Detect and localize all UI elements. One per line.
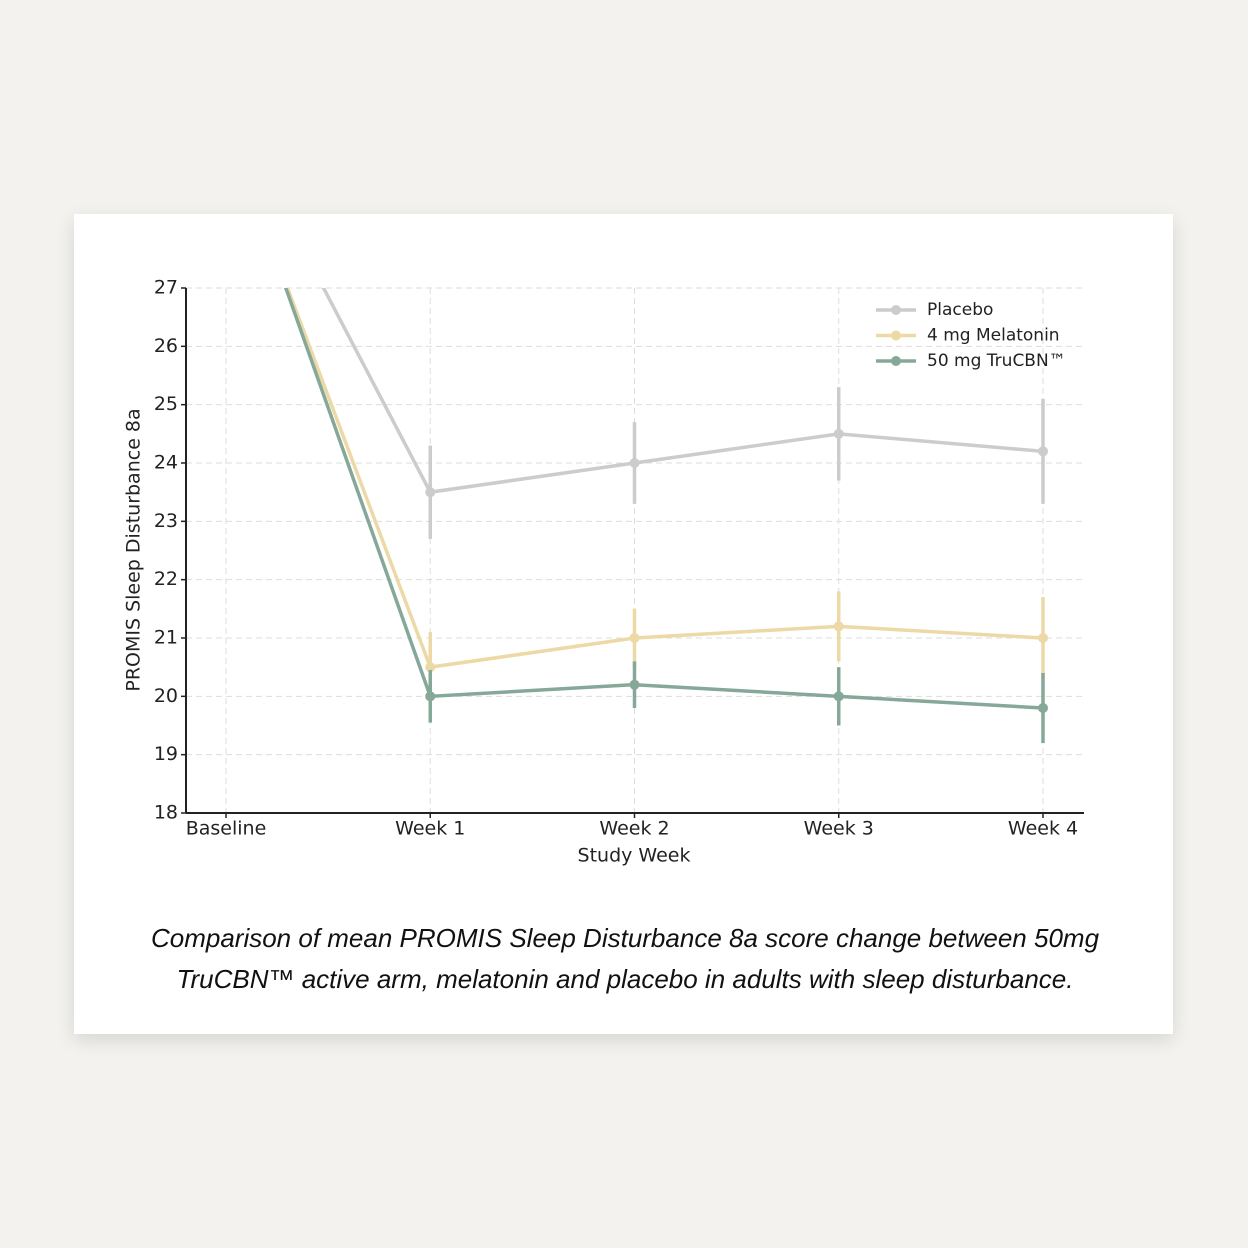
y-tick-label: 25 — [154, 393, 178, 415]
y-tick-label: 22 — [154, 568, 178, 590]
x-tick-label: Week 1 — [395, 818, 465, 840]
legend-marker — [891, 356, 901, 366]
card — [74, 214, 1173, 1034]
y-tick-label: 27 — [154, 277, 178, 299]
point — [833, 621, 844, 632]
y-tick-label: 19 — [154, 743, 178, 765]
point — [833, 691, 844, 702]
point — [221, 96, 231, 106]
legend-label: 50 mg TruCBN™ — [927, 351, 1066, 371]
point — [425, 662, 436, 673]
point — [1038, 446, 1048, 457]
y-tick-label: 20 — [154, 685, 178, 707]
point — [629, 633, 640, 643]
point — [629, 679, 640, 690]
x-tick-label: Week 2 — [599, 818, 669, 840]
y-tick-label: 18 — [154, 802, 178, 824]
legend-marker — [891, 330, 901, 341]
y-axis-label: PROMIS Sleep Disturbance 8a — [123, 408, 145, 691]
caption: Comparison of mean PROMIS Sleep Disturba… — [150, 923, 1100, 994]
x-tick-label: Week 4 — [1008, 818, 1078, 840]
y-tick-label: 26 — [154, 335, 178, 357]
y-tick-label: 24 — [154, 452, 178, 474]
point — [1038, 633, 1048, 643]
point — [833, 428, 844, 439]
point — [425, 487, 436, 498]
y-tick-label: 23 — [154, 510, 178, 532]
point — [221, 120, 231, 130]
x-tick-label: Baseline — [186, 818, 267, 840]
series-line — [285, 288, 1044, 670]
legend-label: Placebo — [927, 300, 993, 320]
x-axis-label: Study Week — [578, 845, 691, 867]
point — [629, 458, 640, 468]
y-tick-label: 21 — [154, 627, 178, 649]
point — [1038, 703, 1048, 713]
x-tick-label: Week 3 — [804, 818, 874, 840]
legend-label: 4 mg Melatonin — [927, 326, 1060, 346]
legend-marker — [891, 305, 901, 315]
point — [425, 691, 436, 702]
point — [221, 114, 231, 124]
